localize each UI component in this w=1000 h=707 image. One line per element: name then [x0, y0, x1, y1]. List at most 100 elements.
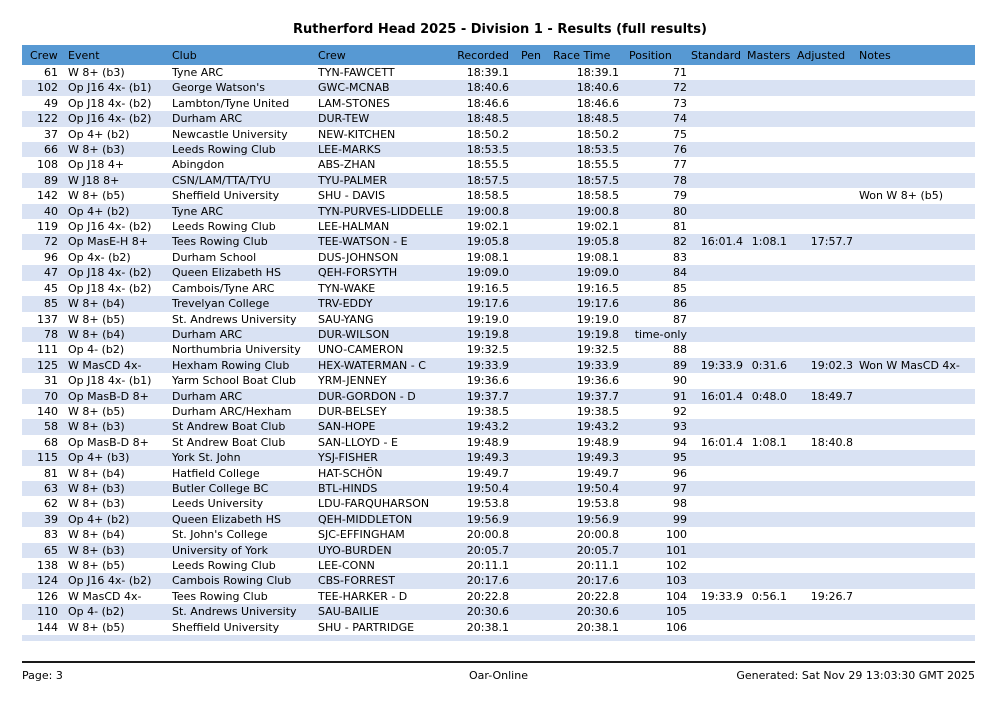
cell-notes: [857, 389, 975, 404]
cell-position: 82: [673, 235, 687, 249]
cell-notes: [857, 466, 975, 481]
cell-crew-number: 63: [44, 481, 58, 495]
cell-adjusted: [791, 204, 857, 219]
table-row: 78 W 8+ (b4) Durham ARC DUR-WILSON 19:19…: [22, 326, 975, 343]
cell-masters: [747, 558, 791, 573]
cell-event: W 8+ (b3): [68, 143, 125, 157]
cell-race-time: 19:50.4: [576, 481, 619, 495]
table-row: 40 Op 4+ (b2) Tyne ARC TYN-PURVES-LIDDEL…: [22, 203, 975, 220]
cell-position: 105: [666, 605, 687, 619]
cell-crew-name: DUR-BELSEY: [318, 404, 387, 418]
cell-adjusted: [791, 481, 857, 496]
cell-notes: [857, 204, 975, 219]
cell-pen: [513, 527, 551, 542]
cell-adjusted: [791, 296, 857, 311]
cell-pen: [513, 558, 551, 573]
cell-recorded: 19:00.8: [466, 204, 509, 218]
cell-notes: [857, 543, 975, 558]
cell-crew-number: 78: [44, 327, 58, 341]
cell-pen: [513, 80, 551, 95]
cell-masters: [747, 111, 791, 126]
cell-event: Op 4+ (b3): [68, 451, 130, 465]
cell-standard: [691, 80, 747, 95]
cell-race-time: 19:16.5: [576, 281, 619, 295]
cell-standard: [691, 342, 747, 357]
cell-pen: [513, 127, 551, 142]
cell-masters: [747, 281, 791, 296]
cell-recorded: 19:48.9: [466, 435, 509, 449]
cell-recorded: 20:11.1: [466, 559, 509, 572]
cell-crew-number: 125: [37, 358, 58, 372]
results-table: Crew Event Club Crew Recorded Pen Race T…: [22, 45, 975, 642]
cell-standard: [691, 96, 747, 111]
table-row: 126 W MasCD 4x- Tees Rowing Club TEE-HAR…: [22, 589, 975, 604]
cell-standard: 19:33.9: [700, 589, 743, 603]
cell-notes: [857, 342, 975, 357]
cell-notes: [857, 573, 975, 588]
cell-race-time: 19:05.8: [576, 235, 619, 249]
cell-pen: [513, 327, 551, 342]
cell-masters: [747, 373, 791, 388]
cell-crew-name: BTL-HINDS: [318, 481, 378, 495]
cell-event: Op J18 4x- (b2): [68, 281, 152, 295]
col-header-standard: Standard: [691, 45, 747, 65]
cell-adjusted: [791, 312, 857, 327]
cell-position: 81: [673, 220, 687, 234]
cell-crew-name: DUS-JOHNSON: [318, 250, 399, 264]
cell-standard: [691, 188, 747, 203]
cell-adjusted: [791, 327, 857, 342]
cell-standard: [691, 296, 747, 311]
cell-race-time: 19:56.9: [576, 512, 619, 526]
cell-event: W 8+ (b5): [68, 189, 125, 203]
cell-standard: [691, 127, 747, 142]
cell-position: 92: [673, 404, 687, 418]
cell-adjusted: 19:26.7: [810, 589, 853, 603]
cell-notes: [857, 80, 975, 95]
cell-masters: [747, 173, 791, 188]
cell-position: 97: [673, 481, 687, 495]
cell-race-time: 20:22.8: [576, 589, 619, 603]
cell-race-time: 18:55.5: [576, 158, 619, 172]
cell-masters: 0:31.6: [751, 358, 787, 372]
cell-crew-number: 137: [37, 312, 58, 326]
cell-crew-number: 126: [37, 589, 58, 603]
cell-club: Hatfield College: [172, 466, 260, 480]
cell-position: 80: [673, 204, 687, 218]
cell-club: University of York: [172, 543, 268, 557]
cell-recorded: 20:22.8: [466, 589, 509, 603]
table-row: 70 Op MasB-D 8+ Durham ARC DUR-GORDON - …: [22, 388, 975, 404]
cell-pen: [513, 342, 551, 357]
table-row: 58 W 8+ (b3) St Andrew Boat Club SAN-HOP…: [22, 419, 975, 435]
cell-adjusted: 18:49.7: [810, 389, 853, 403]
cell-race-time: 20:17.6: [576, 574, 619, 588]
cell-standard: [691, 204, 747, 219]
table-row: 125 W MasCD 4x- Hexham Rowing Club HEX-W…: [22, 357, 975, 374]
cell-crew-number: 89: [44, 173, 58, 187]
cell-event: W 8+ (b5): [68, 620, 125, 634]
cell-crew-number: 65: [44, 543, 58, 557]
cell-club: Abingdon: [172, 158, 225, 172]
cell-race-time: 18:40.6: [576, 81, 619, 95]
cell-standard: [691, 111, 747, 126]
cell-position: 73: [673, 96, 687, 110]
cell-recorded: 19:19.8: [466, 327, 509, 341]
cell-club: Queen Elizabeth HS: [172, 512, 281, 526]
cell-race-time: 20:30.6: [576, 605, 619, 619]
cell-masters: [747, 419, 791, 434]
cell-pen: [513, 142, 551, 157]
cell-position: 95: [673, 451, 687, 465]
page-title: Rutherford Head 2025 - Division 1 - Resu…: [293, 22, 707, 37]
cell-pen: [513, 389, 551, 404]
cell-crew-name: NEW-KITCHEN: [318, 127, 396, 141]
cell-pen: [513, 404, 551, 419]
col-header-event: Event: [64, 45, 170, 65]
cell-adjusted: [791, 342, 857, 357]
cell-event: Op J18 4x- (b2): [68, 266, 152, 280]
cell-recorded: 19:49.7: [466, 466, 509, 480]
cell-race-time: 19:38.5: [576, 404, 619, 418]
cell-masters: [747, 219, 791, 234]
cell-adjusted: 18:40.8: [810, 435, 853, 449]
cell-pen: [513, 512, 551, 527]
cell-club: Durham ARC: [172, 112, 242, 126]
cell-standard: 19:33.9: [700, 358, 743, 372]
